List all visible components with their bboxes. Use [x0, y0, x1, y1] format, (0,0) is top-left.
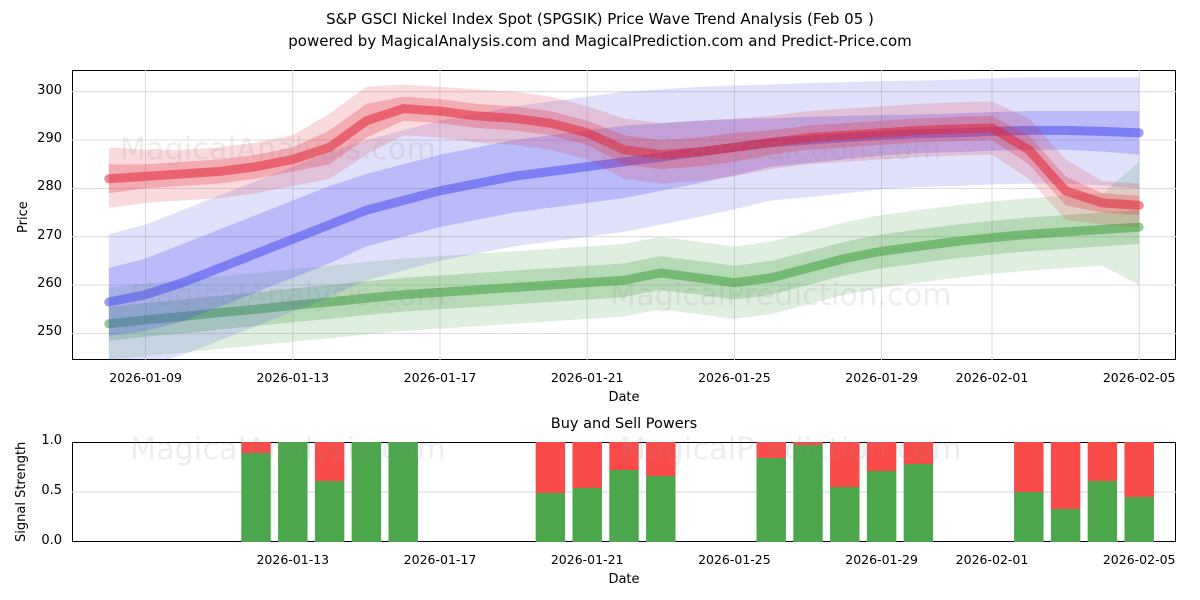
x-tick-label: 2026-02-01 [955, 370, 1029, 385]
signal-bar [866, 442, 897, 542]
date-axis-label-upper: Date [608, 390, 640, 405]
signal-x-tick-label: 2026-01-13 [256, 552, 330, 567]
green-wave-group [104, 161, 1144, 360]
price-wave-chart [72, 70, 1176, 360]
signal-x-tick-label: 2026-02-05 [1102, 552, 1176, 567]
signal-bar [535, 442, 566, 542]
signal-chart-title: Buy and Sell Powers [550, 416, 698, 432]
signal-bar [351, 442, 382, 542]
signal-chart-svg [72, 442, 1176, 542]
y-tick-label: 290 [37, 131, 62, 147]
signal-bar [1014, 442, 1044, 542]
date-axis-label-lower: Date [608, 572, 640, 587]
signal-bar [241, 442, 271, 542]
x-tick-label: 2026-01-09 [109, 370, 182, 385]
signal-bar [756, 442, 786, 542]
signal-strength-chart [72, 442, 1176, 542]
signal-x-tick-label: 2026-01-29 [845, 552, 918, 567]
x-tick-label: 2026-01-13 [256, 370, 330, 385]
x-tick-label: 2026-02-05 [1102, 370, 1176, 385]
x-tick-label: 2026-01-17 [403, 370, 477, 385]
title-line-2: powered by MagicalAnalysis.com and Magic… [288, 32, 912, 50]
price-axis-label: Price [16, 201, 31, 233]
signal-bar [1124, 442, 1154, 542]
signal-y-tick-label: 0.0 [41, 533, 62, 548]
signal-x-tick-label: 2026-01-25 [698, 552, 771, 567]
signal-x-tick-label: 2026-01-21 [550, 552, 624, 567]
price-chart-svg [72, 70, 1176, 360]
signal-bar [1087, 442, 1118, 542]
signal-bar [388, 442, 418, 542]
signal-x-tick-label: 2026-02-01 [955, 552, 1029, 567]
y-tick-label: 280 [37, 179, 62, 195]
signal-bar [314, 442, 345, 542]
signal-bar [278, 442, 308, 542]
signal-bar [646, 442, 676, 542]
y-tick-label: 250 [37, 324, 62, 340]
y-tick-label: 260 [37, 276, 62, 292]
y-tick-label: 270 [37, 227, 62, 243]
x-tick-label: 2026-01-25 [698, 370, 771, 385]
x-tick-label: 2026-01-21 [550, 370, 624, 385]
signal-bar [1050, 442, 1081, 542]
signal-x-tick-label: 2026-01-17 [403, 552, 477, 567]
x-tick-label: 2026-01-29 [845, 370, 918, 385]
signal-y-tick-label: 0.5 [41, 483, 62, 498]
signal-bar [793, 442, 823, 542]
signal-bar [830, 442, 860, 542]
title-line-1: S&P GSCI Nickel Index Spot (SPGSIK) Pric… [326, 10, 874, 28]
signal-bar [609, 442, 639, 542]
y-tick-label: 300 [37, 82, 62, 98]
red-wave-group [104, 84, 1144, 228]
signal-bar [572, 442, 602, 542]
signal-axis-label: Signal Strength [14, 441, 29, 542]
page-title: S&P GSCI Nickel Index Spot (SPGSIK) Pric… [0, 8, 1200, 52]
signal-y-tick-label: 1.0 [41, 433, 62, 448]
signal-bar [903, 442, 934, 542]
